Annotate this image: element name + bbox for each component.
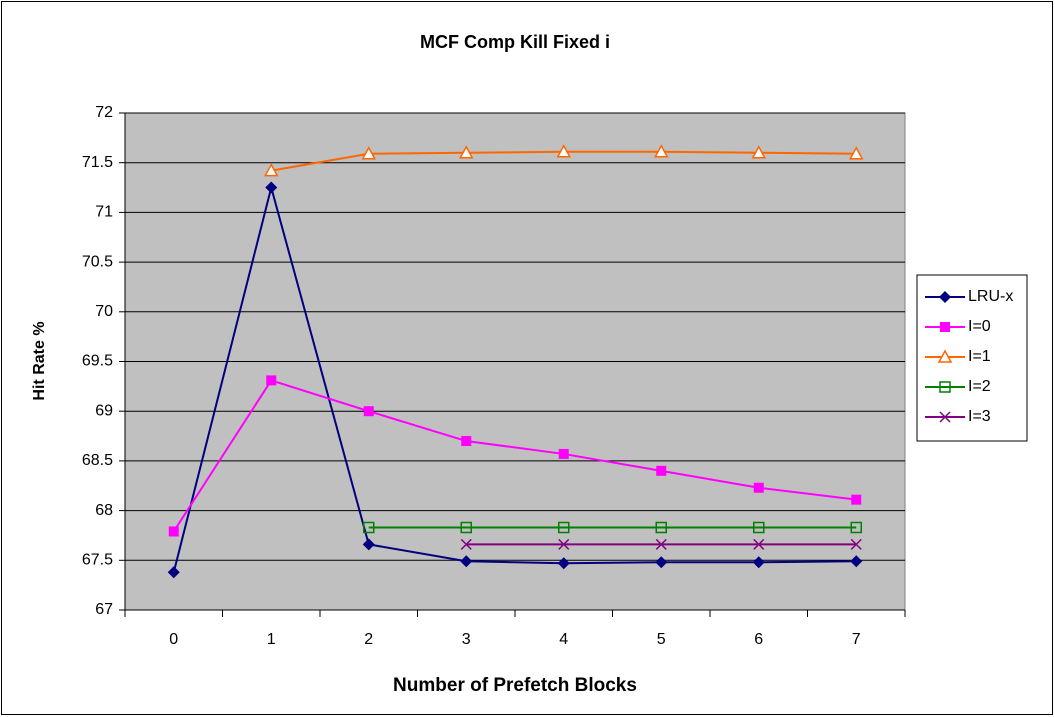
marker <box>653 144 669 158</box>
x-axis-label: Number of Prefetch Blocks <box>393 675 637 696</box>
legend-label: LRU-x <box>968 288 1013 305</box>
marker <box>557 557 570 570</box>
y-tick-label: 70 <box>95 303 113 320</box>
marker <box>848 146 864 160</box>
x-tick-label: 4 <box>559 631 568 648</box>
marker <box>655 556 668 569</box>
marker <box>460 538 472 550</box>
marker <box>655 538 667 550</box>
y-tick-label: 68.5 <box>82 452 113 469</box>
marker <box>656 465 667 476</box>
marker <box>655 521 667 534</box>
y-tick-label: 67.5 <box>82 552 113 569</box>
marker <box>265 181 278 194</box>
marker <box>266 375 277 386</box>
marker <box>363 521 375 534</box>
marker <box>939 291 951 303</box>
marker <box>940 322 950 332</box>
y-tick-label: 69 <box>95 402 113 419</box>
marker <box>458 145 474 159</box>
marker <box>851 494 862 505</box>
y-tick-label: 67 <box>95 601 113 618</box>
marker <box>753 538 765 550</box>
series-line <box>172 183 857 573</box>
marker <box>263 163 279 177</box>
y-tick-label: 71.5 <box>82 154 113 171</box>
marker <box>752 556 765 569</box>
x-tick-label: 5 <box>657 631 666 648</box>
marker <box>361 146 377 160</box>
marker <box>753 482 764 493</box>
marker <box>460 555 473 568</box>
marker <box>558 448 569 459</box>
x-tick-label: 0 <box>169 631 178 648</box>
marker <box>850 555 863 568</box>
series-line <box>172 379 857 533</box>
marker <box>168 526 179 537</box>
marker <box>850 538 862 550</box>
y-axis-label: Hit Rate % <box>31 321 48 400</box>
marker <box>937 349 953 363</box>
marker <box>362 538 375 551</box>
y-tick-label: 69.5 <box>82 353 113 370</box>
marker <box>363 406 374 417</box>
marker <box>556 144 572 158</box>
marker <box>558 521 570 534</box>
marker <box>939 411 951 423</box>
x-tick-label: 3 <box>462 631 471 648</box>
x-tick-label: 2 <box>364 631 373 648</box>
legend-label: I=2 <box>968 378 991 395</box>
x-tick-label: 7 <box>852 631 861 648</box>
y-tick-label: 72 <box>95 104 113 121</box>
marker <box>751 145 767 159</box>
legend-label: I=0 <box>968 318 991 335</box>
legend-label: I=3 <box>968 408 991 425</box>
chart-title: MCF Comp Kill Fixed i <box>420 32 610 52</box>
x-tick-label: 1 <box>267 631 276 648</box>
marker <box>558 538 570 550</box>
x-tick-label: 6 <box>754 631 763 648</box>
marker <box>753 521 765 534</box>
y-tick-label: 68 <box>95 502 113 519</box>
y-tick-label: 71 <box>95 204 113 221</box>
y-tick-label: 70.5 <box>82 253 113 270</box>
marker <box>167 566 180 579</box>
marker <box>460 521 472 534</box>
marker <box>461 436 472 447</box>
legend-label: I=1 <box>968 348 991 365</box>
marker <box>939 381 951 393</box>
marker <box>850 521 862 534</box>
